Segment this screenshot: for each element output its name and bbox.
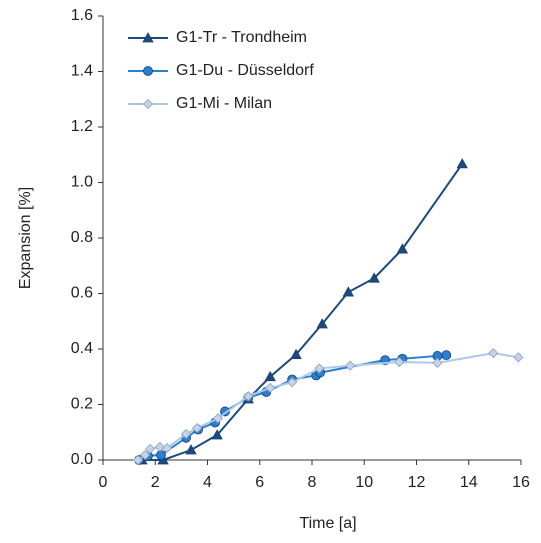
marker — [243, 391, 254, 402]
x-axis-label: Time [a] — [299, 515, 356, 532]
marker — [185, 444, 197, 455]
series-line — [138, 354, 447, 461]
x-tick-label: 10 — [355, 474, 373, 491]
series-line — [137, 352, 519, 461]
marker — [287, 377, 298, 388]
marker — [144, 443, 156, 454]
x-tick-label: 14 — [460, 474, 478, 491]
marker — [265, 382, 276, 393]
x-tick-label: 8 — [308, 474, 317, 491]
x-tick-label: 4 — [203, 474, 212, 491]
legend-marker — [142, 32, 154, 43]
marker — [396, 243, 409, 254]
marker — [314, 363, 325, 374]
series-line — [141, 163, 464, 461]
x-tick-label: 0 — [99, 474, 108, 491]
legend-label: G1-Tr - Trondheim — [176, 29, 307, 46]
x-tick-label: 2 — [151, 474, 160, 491]
x-tick-label: 6 — [255, 474, 264, 491]
marker — [513, 352, 524, 363]
marker — [139, 449, 151, 461]
marker — [394, 356, 405, 368]
marker — [191, 423, 203, 434]
marker — [345, 360, 356, 371]
y-tick-label: 1.6 — [71, 7, 93, 24]
marker — [264, 370, 276, 382]
legend-marker — [142, 98, 154, 110]
marker — [441, 350, 452, 361]
y-tick-label: 1.4 — [71, 63, 93, 80]
marker — [211, 429, 223, 440]
marker — [212, 413, 224, 424]
legend-marker — [143, 66, 153, 76]
y-tick-label: 0.0 — [71, 451, 93, 468]
marker — [290, 348, 302, 359]
y-tick-label: 0.4 — [71, 340, 93, 357]
legend-label: G1-Du - Düsseldorf — [176, 62, 314, 79]
marker — [432, 357, 443, 368]
marker — [456, 158, 468, 169]
y-tick-label: 0.6 — [71, 285, 93, 302]
x-tick-label: 12 — [408, 474, 426, 491]
marker — [132, 454, 144, 466]
marker — [316, 318, 328, 329]
marker — [368, 272, 380, 283]
marker — [154, 441, 166, 453]
legend-label: G1-Mi - Milan — [176, 95, 272, 112]
y-axis-label: Expansion [%] — [17, 187, 34, 289]
marker — [181, 428, 192, 439]
y-tick-label: 0.8 — [71, 229, 93, 246]
marker — [156, 450, 166, 460]
x-tick-label: 16 — [512, 474, 530, 491]
marker — [342, 286, 354, 297]
marker — [161, 443, 173, 454]
y-tick-label: 1.0 — [71, 174, 93, 191]
y-tick-label: 1.2 — [71, 118, 93, 135]
marker — [488, 348, 499, 359]
y-tick-label: 0.2 — [71, 396, 93, 413]
